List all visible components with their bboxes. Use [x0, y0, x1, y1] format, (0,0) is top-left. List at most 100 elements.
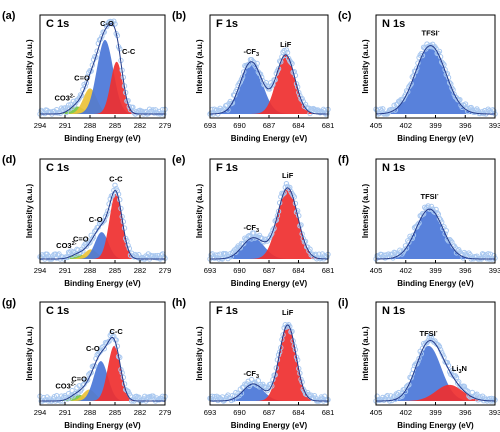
raw-point-g — [88, 369, 94, 376]
x-tick-label-e: 690 — [233, 266, 246, 275]
peak-label-e-CF3: -CF3 — [243, 223, 259, 234]
raw-point-g — [105, 339, 111, 345]
peak-f-TFSI — [376, 209, 495, 259]
raw-point-c — [412, 68, 419, 75]
raw-point-c — [403, 88, 410, 94]
raw-point-b — [253, 64, 259, 70]
raw-point-d — [73, 251, 79, 257]
raw-point-b — [228, 100, 235, 107]
y-axis-label-d: Intensity (a.u.) — [25, 184, 34, 239]
raw-point-i — [461, 383, 468, 390]
x-tick-label-b: 690 — [233, 121, 246, 130]
raw-point-h — [287, 323, 293, 330]
peak-e-CF3 — [210, 237, 328, 259]
x-tick-label-i: 396 — [459, 408, 472, 417]
peak-label-b-CF3: -CF3 — [244, 47, 260, 58]
envelope-c — [375, 45, 495, 115]
raw-point-g — [101, 346, 107, 352]
x-axis-label-e: Binding Energy (eV) — [231, 279, 308, 288]
raw-point-d — [105, 208, 111, 214]
peak-d-C-O — [40, 232, 165, 259]
raw-point-b — [238, 76, 245, 83]
x-tick-label-d: 279 — [159, 266, 172, 275]
x-tick-label-g: 291 — [59, 408, 72, 417]
envelope-e — [210, 187, 329, 260]
peak-label-h-LiF: LiF — [282, 308, 294, 317]
peak-label-i-TFSI: TFSI- — [420, 329, 438, 338]
x-axis-label-f: Binding Energy (eV) — [397, 279, 474, 288]
panel-letter-e: (e) — [172, 154, 186, 166]
panel-letter-a: (a) — [2, 10, 16, 22]
raw-point-b — [225, 107, 231, 113]
raw-point-g — [161, 396, 167, 403]
x-tick-label-f: 402 — [399, 266, 412, 275]
x-tick-label-f: 405 — [370, 266, 383, 275]
x-axis-label-b: Binding Energy (eV) — [231, 134, 308, 143]
raw-point-c — [380, 106, 386, 112]
raw-point-a — [150, 107, 156, 113]
peak-label-d-C-O: C-O — [89, 215, 103, 224]
raw-point-i — [453, 374, 460, 381]
peak-label-g-C-O: C-O — [86, 344, 100, 353]
raw-point-i — [415, 358, 421, 365]
raw-point-f — [410, 232, 417, 238]
raw-point-c — [473, 107, 479, 113]
raw-point-f — [403, 245, 410, 251]
raw-point-i — [474, 391, 480, 397]
x-tick-label-d: 294 — [34, 266, 47, 275]
x-tick-label-e: 693 — [204, 266, 217, 275]
raw-point-i — [483, 396, 489, 403]
panel-letter-d: (d) — [2, 154, 16, 166]
raw-point-f — [414, 224, 420, 230]
x-tick-label-h: 687 — [263, 408, 276, 417]
envelope-a — [40, 23, 165, 115]
x-tick-label-c: 396 — [459, 121, 472, 130]
x-tick-label-g: 288 — [84, 408, 97, 417]
raw-point-g — [113, 337, 119, 343]
raw-point-c — [409, 74, 415, 80]
raw-point-e — [294, 208, 301, 214]
raw-point-h — [318, 394, 324, 400]
x-tick-label-c: 405 — [370, 121, 383, 130]
raw-point-i — [428, 334, 435, 340]
panel-letter-b: (b) — [172, 10, 186, 22]
raw-point-h — [242, 381, 248, 387]
plot-frame-a — [39, 14, 166, 119]
raw-point-b — [270, 81, 276, 88]
peak-i-Li3N — [376, 384, 495, 401]
raw-point-b — [245, 62, 251, 68]
raw-point-i — [402, 388, 409, 395]
raw-point-a — [96, 37, 103, 43]
x-tick-label-h: 690 — [233, 408, 246, 417]
raw-point-a — [151, 110, 157, 116]
raw-point-d — [112, 182, 118, 189]
raw-point-b — [254, 60, 260, 67]
raw-point-g — [106, 338, 112, 344]
raw-point-a — [62, 105, 68, 111]
raw-point-c — [414, 65, 420, 71]
raw-point-f — [442, 231, 448, 237]
panel-element-b: F 1s — [216, 18, 238, 30]
x-tick-label-d: 288 — [84, 266, 97, 275]
panel-letter-f: (f) — [338, 154, 349, 166]
raw-point-f — [445, 238, 452, 244]
raw-point-g — [139, 397, 146, 404]
peak-label-d-C-C: C-C — [109, 175, 123, 184]
raw-point-e — [283, 181, 290, 187]
raw-point-h — [255, 377, 262, 384]
raw-point-i — [416, 355, 422, 362]
raw-point-g — [84, 377, 91, 383]
envelope-h — [210, 324, 328, 402]
panel-element-d: C 1s — [46, 162, 69, 174]
raw-point-d — [53, 255, 60, 261]
peak-a-C-O — [40, 39, 165, 114]
x-tick-label-c: 402 — [399, 121, 412, 130]
raw-point-d — [87, 239, 93, 246]
raw-point-f — [487, 251, 494, 257]
raw-point-a — [56, 109, 62, 115]
peak-label-a-CO3: CO32- — [55, 93, 75, 102]
peak-label-a-C-C: C-C — [122, 47, 136, 56]
raw-point-e — [299, 231, 305, 237]
raw-point-f — [433, 206, 439, 213]
